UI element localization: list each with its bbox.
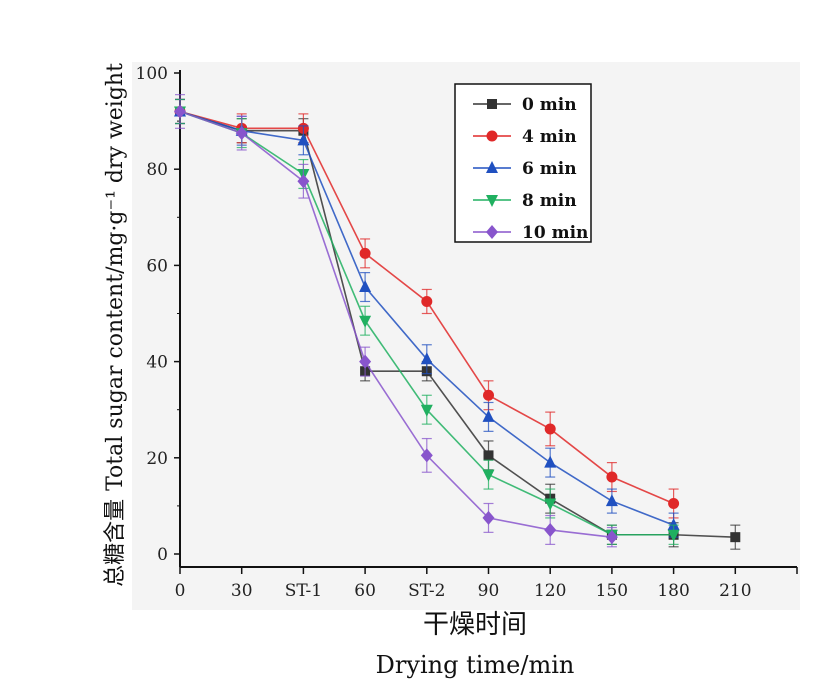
data-point — [605, 494, 618, 507]
data-point — [297, 133, 310, 146]
series-10-min — [174, 94, 618, 548]
data-point — [544, 423, 556, 435]
plot-layer: 0 20 40 60 80 100 0 30 ST-1 60 ST-2 90 120 150 180 210 — [136, 64, 798, 601]
legend-item: 8 min — [473, 191, 577, 211]
x-tick-label: 60 — [354, 581, 376, 601]
data-point — [297, 174, 310, 189]
legend-item: 0 min — [473, 95, 577, 115]
legend-item: 10 min — [473, 223, 588, 243]
x-tick-label: ST-2 — [408, 581, 445, 601]
data-point — [359, 280, 372, 293]
data-point — [482, 409, 495, 422]
y-axis-title-cn: 总糖含量 — [103, 499, 128, 587]
y-tick-label: 20 — [146, 449, 168, 469]
data-point — [544, 522, 557, 537]
x-tick-label: 150 — [596, 581, 628, 601]
x-tick-label: 90 — [478, 581, 500, 601]
x-tick-label: ST-1 — [285, 581, 322, 601]
data-point — [730, 532, 741, 543]
legend-label: 6 min — [522, 159, 577, 179]
data-point — [359, 354, 372, 369]
data-point — [420, 352, 433, 365]
legend-label: 8 min — [522, 191, 577, 211]
legend-frame — [454, 83, 592, 243]
legend-marker — [486, 161, 498, 173]
data-point — [359, 247, 371, 259]
legend-marker — [486, 130, 498, 142]
legend-marker — [486, 195, 498, 207]
data-point — [174, 104, 186, 119]
data-point — [668, 497, 680, 509]
data-point — [544, 498, 557, 511]
data-point — [482, 469, 495, 482]
data-point — [667, 518, 680, 531]
x-tick-label: 0 — [175, 581, 186, 601]
legend-item: 6 min — [473, 159, 577, 179]
x-tick-label: 180 — [657, 581, 689, 601]
y-tick-label: 0 — [157, 545, 168, 565]
data-point — [483, 389, 494, 401]
data-point — [544, 455, 557, 468]
data-point — [482, 510, 495, 525]
legend-item: 4 min — [473, 127, 577, 147]
y-tick-label: 80 — [146, 160, 168, 180]
x-tick-label: 210 — [719, 581, 751, 601]
data-point — [421, 295, 433, 307]
series-line — [179, 110, 612, 538]
y-tick-label: 40 — [146, 353, 168, 373]
legend-items: 0 min 4 min 6 min 8 min 10 min — [473, 95, 588, 243]
x-tick-label: 30 — [231, 581, 253, 601]
legend-label: 4 min — [522, 127, 577, 147]
legend-label: 0 min — [522, 95, 577, 115]
data-point — [606, 471, 618, 483]
series-4-min — [174, 98, 680, 519]
data-point — [605, 530, 618, 545]
legend-marker — [486, 225, 498, 239]
data-point — [483, 450, 494, 461]
data-point — [359, 315, 372, 328]
x-axis-title-cn: 干燥时间 — [423, 610, 527, 640]
data-point — [420, 404, 433, 417]
y-tick-label: 100 — [136, 64, 168, 84]
data-point — [420, 448, 433, 463]
data-point — [667, 529, 680, 542]
legend-marker — [487, 99, 497, 109]
data-point — [235, 126, 248, 141]
x-axis-title-en: Drying time/min — [376, 651, 575, 679]
legend-label: 10 min — [522, 223, 588, 243]
y-tick-label: 60 — [146, 256, 168, 276]
x-tick-label: 120 — [534, 581, 566, 601]
y-axis-title: 总糖含量 Total sugar content/mg·g⁻¹ dry weigh… — [103, 63, 128, 587]
legend: 0 min 4 min 6 min 8 min 10 min — [454, 83, 592, 243]
y-axis-title-en: Total sugar content/mg·g⁻¹ dry weight — [103, 63, 128, 491]
